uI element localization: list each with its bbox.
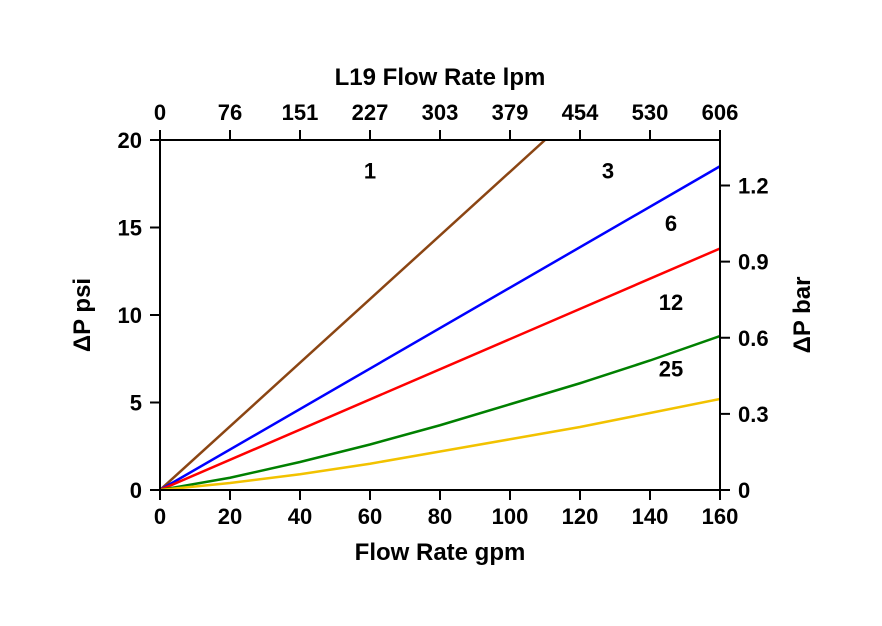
x-bottom-title: Flow Rate gpm (355, 539, 526, 566)
x-top-tick-label: 76 (218, 100, 242, 125)
y-left-tick-label: 0 (130, 478, 142, 503)
chart-container: 020406080100120140160Flow Rate gpm076151… (0, 0, 882, 626)
y-right-tick-label: 0.3 (738, 402, 769, 427)
x-bottom-tick-label: 0 (154, 504, 166, 529)
x-top-tick-label: 606 (702, 100, 739, 125)
x-top-tick-label: 454 (562, 100, 599, 125)
y-left-tick-label: 20 (118, 128, 142, 153)
y-left-title: ΔP psi (69, 278, 96, 352)
series-label-6: 6 (665, 211, 677, 236)
series-label-3: 3 (602, 159, 614, 184)
series-label-25: 25 (659, 356, 683, 381)
x-bottom-tick-label: 20 (218, 504, 242, 529)
y-right-tick-label: 0 (738, 478, 750, 503)
x-bottom-tick-label: 120 (562, 504, 599, 529)
y-right-tick-label: 0.6 (738, 326, 769, 351)
y-right-title: ΔP bar (789, 277, 816, 354)
y-right-tick-label: 0.9 (738, 250, 769, 275)
x-top-tick-label: 379 (492, 100, 529, 125)
y-left-tick-label: 15 (118, 216, 142, 241)
series-label-1: 1 (364, 159, 376, 184)
y-left-tick-label: 5 (130, 391, 142, 416)
y-left-tick-label: 10 (118, 303, 142, 328)
x-bottom-tick-label: 80 (428, 504, 452, 529)
x-top-title: L19 Flow Rate lpm (335, 64, 546, 91)
x-top-tick-label: 530 (632, 100, 669, 125)
chart-svg: 020406080100120140160Flow Rate gpm076151… (0, 0, 882, 626)
x-bottom-tick-label: 160 (702, 504, 739, 529)
series-label-12: 12 (659, 290, 683, 315)
y-right-tick-label: 1.2 (738, 174, 769, 199)
x-top-tick-label: 303 (422, 100, 459, 125)
x-bottom-tick-label: 100 (492, 504, 529, 529)
x-bottom-tick-label: 60 (358, 504, 382, 529)
x-bottom-tick-label: 140 (632, 504, 669, 529)
x-bottom-tick-label: 40 (288, 504, 312, 529)
x-top-tick-label: 227 (352, 100, 389, 125)
x-top-tick-label: 151 (282, 100, 319, 125)
x-top-tick-label: 0 (154, 100, 166, 125)
